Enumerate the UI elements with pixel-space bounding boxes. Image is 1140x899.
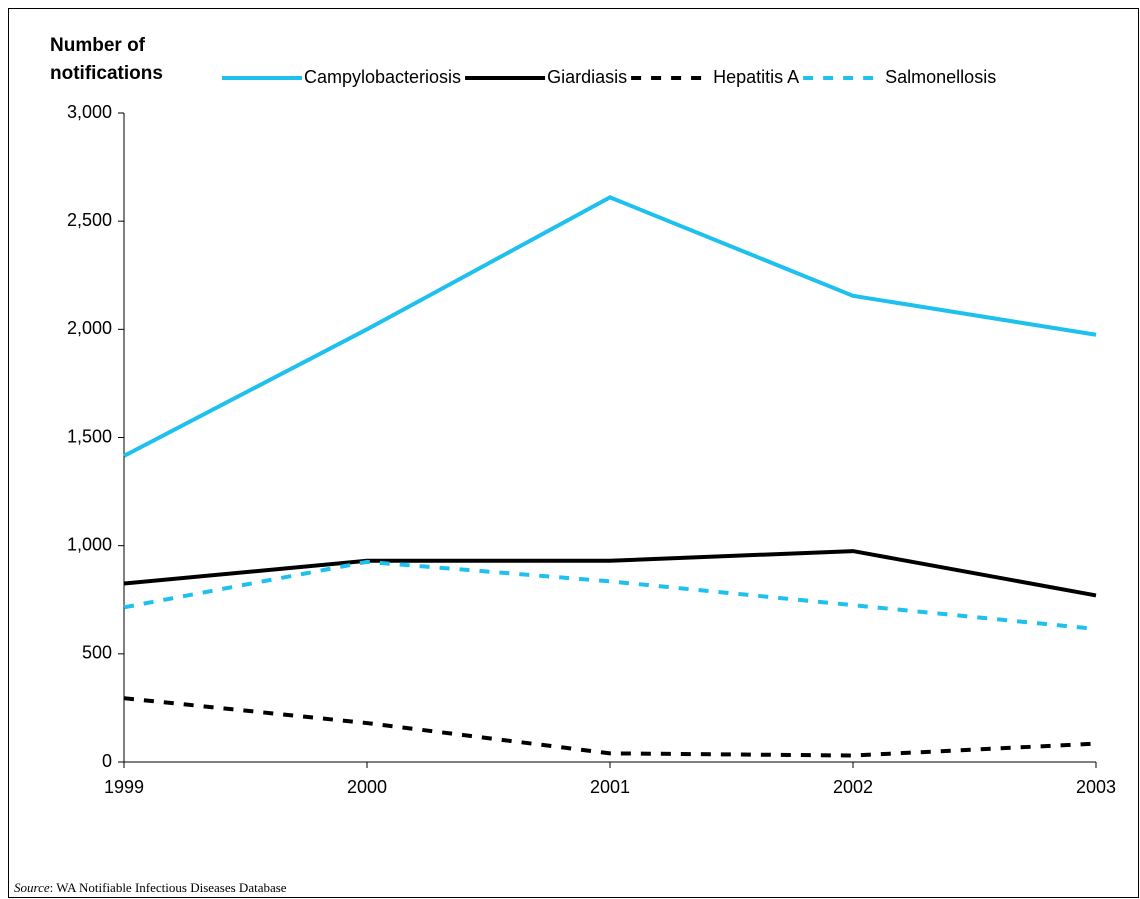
- y-tick-label: 500: [82, 643, 112, 663]
- series-line: [123, 559, 1097, 631]
- x-tick-label: 2000: [347, 777, 387, 797]
- legend-label: Giardiasis: [547, 67, 627, 87]
- series-line: [123, 696, 1097, 758]
- source-label: Source: [14, 880, 50, 895]
- y-tick-label: 1,500: [67, 426, 112, 446]
- x-tick-label: 2001: [590, 777, 630, 797]
- series-line: [123, 195, 1097, 458]
- y-tick-label: 1,000: [67, 534, 112, 554]
- source-text: : WA Notifiable Infectious Diseases Data…: [49, 880, 287, 895]
- series-line: [123, 549, 1097, 598]
- x-tick-label: 2002: [833, 777, 873, 797]
- x-tick-label: 2003: [1076, 777, 1116, 797]
- legend-label: Hepatitis A: [713, 67, 799, 87]
- y-tick-label: 3,000: [67, 102, 112, 122]
- y-axis-title: Number of notifications: [50, 35, 163, 84]
- legend-label: Salmonellosis: [885, 67, 996, 87]
- legend-label: Campylobacteriosis: [304, 67, 461, 87]
- y-tick-label: 0: [102, 751, 112, 771]
- x-tick-label: 1999: [104, 777, 144, 797]
- y-tick-label: 2,000: [67, 318, 112, 338]
- source-note: Source: WA Notifiable Infectious Disease…: [14, 880, 287, 896]
- frame: [8, 8, 1139, 898]
- y-tick-label: 2,500: [67, 210, 112, 230]
